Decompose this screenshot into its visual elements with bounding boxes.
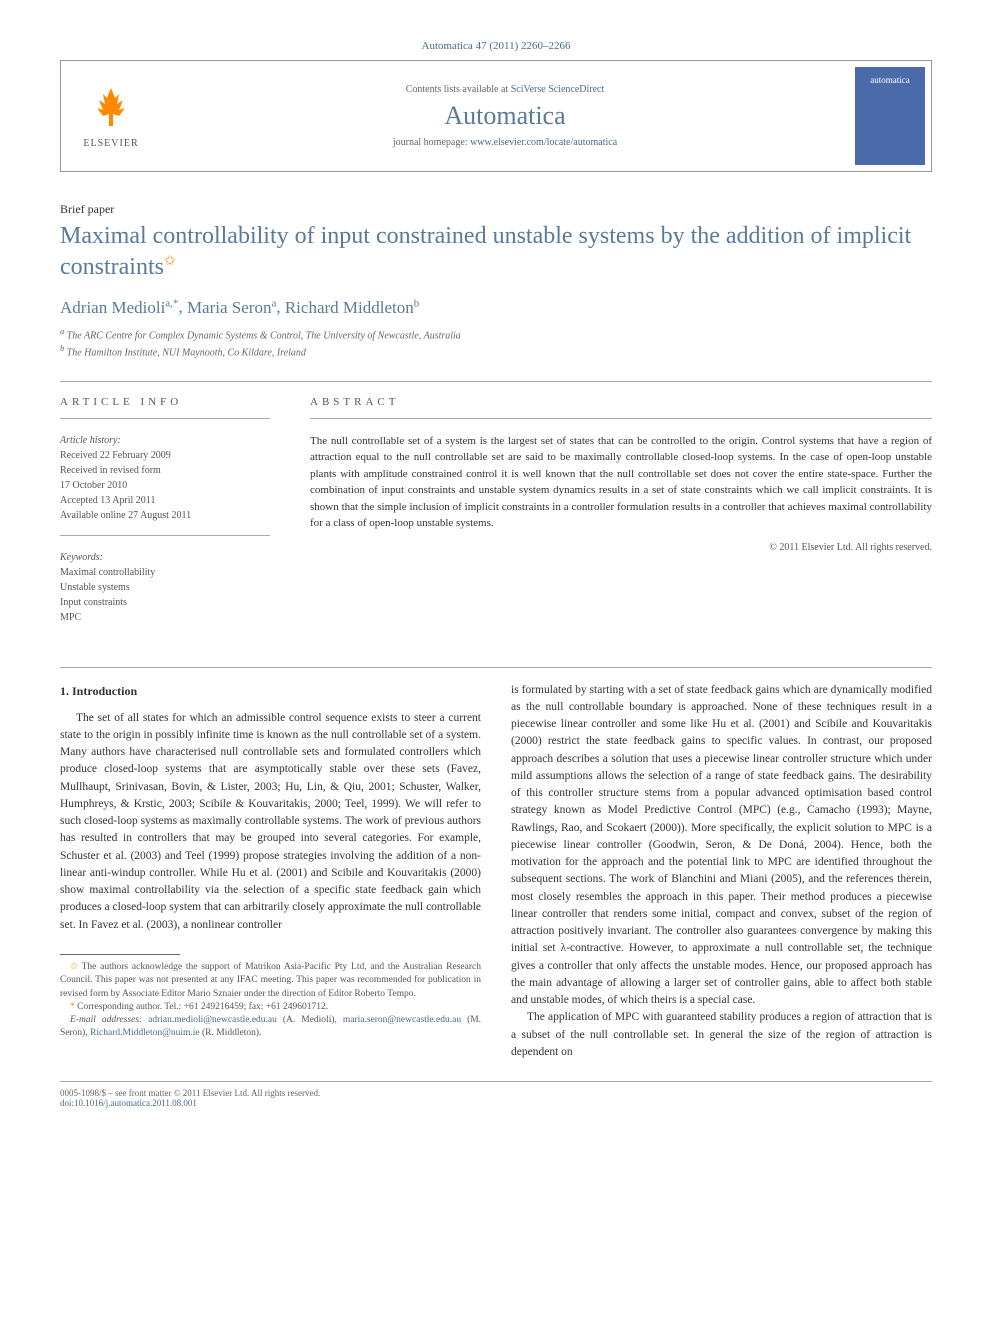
author-sup: a bbox=[271, 297, 276, 309]
keyword: MPC bbox=[60, 610, 270, 625]
journal-homepage: journal homepage: www.elsevier.com/locat… bbox=[393, 137, 617, 148]
article-info-heading: ARTICLE INFO bbox=[60, 396, 270, 408]
divider bbox=[310, 418, 932, 419]
footnote-emails: E-mail addresses: adrian.medioli@newcast… bbox=[60, 1014, 481, 1041]
affil-sup: b bbox=[60, 344, 64, 353]
section-title: Introduction bbox=[72, 684, 137, 698]
keywords-label: Keywords: bbox=[60, 550, 270, 565]
affil-sup: a bbox=[60, 327, 64, 336]
copyright-line: © 2011 Elsevier Ltd. All rights reserved… bbox=[310, 542, 932, 553]
author-sup: a,* bbox=[165, 297, 178, 309]
email-link[interactable]: adrian.medioli@newcastle.edu.au bbox=[148, 1015, 277, 1025]
author-1: Adrian Mediolia,* bbox=[60, 298, 178, 317]
email-label: E-mail addresses: bbox=[70, 1015, 142, 1025]
history-line: Available online 27 August 2011 bbox=[60, 508, 270, 523]
elsevier-tree-icon bbox=[91, 84, 131, 138]
author-name: Maria Seron bbox=[187, 298, 272, 317]
email-link[interactable]: Richard.Middleton@nuim.ie bbox=[90, 1028, 200, 1038]
title-text: Maximal controllability of input constra… bbox=[60, 223, 911, 280]
history-line: 17 October 2010 bbox=[60, 478, 270, 493]
divider bbox=[60, 667, 932, 668]
keyword: Maximal controllability bbox=[60, 565, 270, 580]
footnote-asterisk-icon: * bbox=[70, 1002, 75, 1012]
history-line: Received 22 February 2009 bbox=[60, 448, 270, 463]
footnote-text: The authors acknowledge the support of M… bbox=[60, 962, 481, 999]
history-label: Article history: bbox=[60, 433, 270, 448]
article-history: Article history: Received 22 February 20… bbox=[60, 433, 270, 523]
left-column: 1. Introduction The set of all states fo… bbox=[60, 682, 481, 1062]
author-3: Richard Middletonb bbox=[285, 298, 419, 317]
affil-text: The ARC Centre for Complex Dynamic Syste… bbox=[67, 330, 461, 341]
journal-header: ELSEVIER Contents lists available at Sci… bbox=[60, 60, 932, 172]
footnote-separator bbox=[60, 954, 180, 955]
body-text: 1. Introduction The set of all states fo… bbox=[60, 682, 932, 1062]
section-number: 1. bbox=[60, 684, 69, 698]
author-sup: b bbox=[414, 297, 420, 309]
paper-type: Brief paper bbox=[60, 202, 932, 217]
footer-doi: doi:10.1016/j.automatica.2011.08.001 bbox=[60, 1098, 320, 1108]
divider bbox=[60, 535, 270, 536]
footnote-corresponding: * Corresponding author. Tel.: +61 249216… bbox=[60, 1001, 481, 1014]
keyword: Input constraints bbox=[60, 595, 270, 610]
abstract-column: ABSTRACT The null controllable set of a … bbox=[310, 396, 932, 637]
journal-cover-thumbnail: automatica bbox=[855, 67, 925, 165]
contents-available: Contents lists available at SciVerse Sci… bbox=[406, 84, 605, 95]
keywords-block: Keywords: Maximal controllability Unstab… bbox=[60, 550, 270, 625]
homepage-prefix: journal homepage: bbox=[393, 137, 470, 148]
contents-prefix: Contents lists available at bbox=[406, 84, 511, 95]
author-name: Richard Middleton bbox=[285, 298, 414, 317]
homepage-link[interactable]: www.elsevier.com/locate/automatica bbox=[470, 137, 617, 148]
paper-title: Maximal controllability of input constra… bbox=[60, 221, 932, 283]
section-heading: 1. Introduction bbox=[60, 682, 481, 700]
info-abstract-row: ARTICLE INFO Article history: Received 2… bbox=[60, 396, 932, 637]
paragraph: The application of MPC with guaranteed s… bbox=[511, 1009, 932, 1061]
email-link[interactable]: maria.seron@newcastle.edu.au bbox=[343, 1015, 461, 1025]
abstract-heading: ABSTRACT bbox=[310, 396, 932, 408]
footnote-star-icon: ✩ bbox=[70, 962, 78, 972]
article-info-column: ARTICLE INFO Article history: Received 2… bbox=[60, 396, 270, 637]
history-line: Received in revised form bbox=[60, 463, 270, 478]
email-name: (R. Middleton). bbox=[202, 1028, 261, 1038]
title-footnote-marker: ✩ bbox=[164, 254, 176, 269]
author-name: Adrian Medioli bbox=[60, 298, 165, 317]
divider bbox=[60, 381, 932, 382]
author-list: Adrian Mediolia,*, Maria Serona, Richard… bbox=[60, 297, 932, 318]
footer-left: 0005-1098/$ – see front matter © 2011 El… bbox=[60, 1088, 320, 1108]
divider bbox=[60, 418, 270, 419]
cover-label: automatica bbox=[870, 75, 909, 85]
email-name: (A. Medioli), bbox=[283, 1015, 337, 1025]
publisher-logo: ELSEVIER bbox=[61, 61, 161, 171]
affil-text: The Hamilton Institute, NUI Maynooth, Co… bbox=[67, 348, 306, 359]
affiliation-a: a The ARC Centre for Complex Dynamic Sys… bbox=[60, 326, 932, 343]
journal-name: Automatica bbox=[444, 101, 565, 131]
affiliation-b: b The Hamilton Institute, NUI Maynooth, … bbox=[60, 343, 932, 360]
journal-reference: Automatica 47 (2011) 2260–2266 bbox=[60, 40, 932, 52]
affiliations: a The ARC Centre for Complex Dynamic Sys… bbox=[60, 326, 932, 361]
keyword: Unstable systems bbox=[60, 580, 270, 595]
sciencedirect-link[interactable]: SciVerse ScienceDirect bbox=[511, 84, 605, 95]
paragraph: is formulated by starting with a set of … bbox=[511, 682, 932, 1010]
corresponding-text: Corresponding author. Tel.: +61 24921645… bbox=[77, 1002, 328, 1012]
abstract-text: The null controllable set of a system is… bbox=[310, 433, 932, 532]
page-footer: 0005-1098/$ – see front matter © 2011 El… bbox=[60, 1081, 932, 1108]
right-column: is formulated by starting with a set of … bbox=[511, 682, 932, 1062]
author-2: Maria Serona bbox=[187, 298, 276, 317]
header-center: Contents lists available at SciVerse Sci… bbox=[161, 61, 849, 171]
footnote-acknowledgement: ✩ The authors acknowledge the support of… bbox=[60, 961, 481, 1001]
history-line: Accepted 13 April 2011 bbox=[60, 493, 270, 508]
paragraph: The set of all states for which an admis… bbox=[60, 710, 481, 934]
publisher-name: ELSEVIER bbox=[83, 138, 138, 149]
footer-copyright: 0005-1098/$ – see front matter © 2011 El… bbox=[60, 1088, 320, 1098]
